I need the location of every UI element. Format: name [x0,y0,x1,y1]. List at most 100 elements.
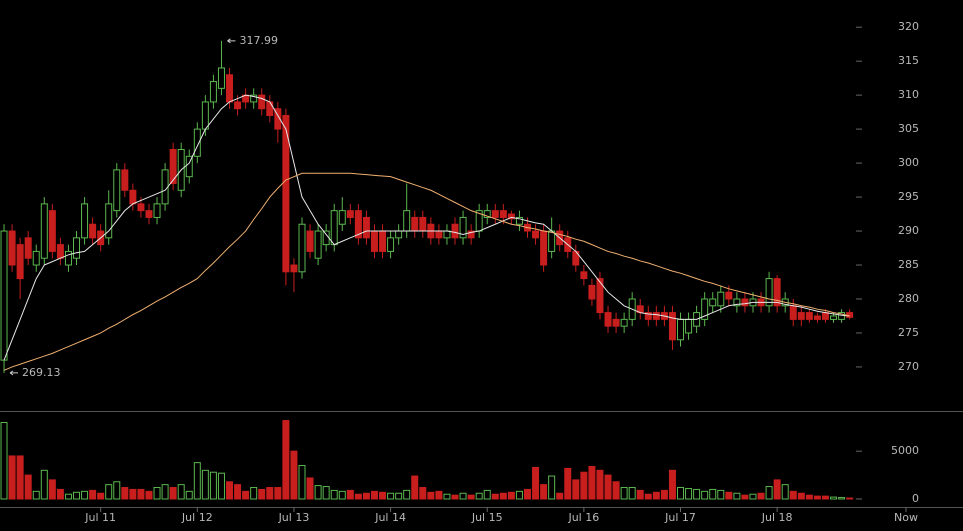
candle-body [596,278,604,314]
y-tick-label: 320 [898,20,919,33]
volume-bar [354,493,362,500]
volume-bar [16,455,24,500]
candle-body [830,315,838,320]
candle-body [185,155,193,178]
candle-body [652,312,660,320]
volume-bar [64,493,72,500]
candle-body [129,189,137,205]
volume-bar [274,487,282,500]
volume-bar [403,489,411,500]
x-tick-label: Jul 12 [181,511,213,524]
x-tick-label: Jul 16 [567,511,599,524]
volume-bar [491,493,499,500]
volume-bar [499,492,507,500]
volume-bar [435,490,443,500]
candle-body [419,216,427,232]
candle-body [701,298,709,320]
candle-body [290,264,298,273]
volume-bar [306,477,314,500]
volume-bar [475,492,483,500]
volume-bar [346,489,354,500]
candle-body [789,305,797,320]
candle-body [765,278,773,307]
candle-body [330,210,338,246]
candle-body [467,230,475,239]
volume-bar [515,490,523,500]
candle-body [797,312,805,320]
y-tick-label: 310 [898,88,919,101]
x-tick-label: Jul 17 [664,511,696,524]
volume-tick-label: 0 [912,492,919,505]
x-tick-label: Jul 15 [471,511,503,524]
annotation-arrow [9,370,19,376]
candle-body [685,318,693,334]
volume-bar [507,491,515,500]
candle-body [612,318,620,327]
candle-body [201,101,209,130]
volume-bar [56,488,64,500]
volume-bar [685,487,693,500]
candle-body [717,291,725,307]
volume-bar [677,487,685,500]
volume-bar [8,455,16,500]
candle-body [298,223,306,273]
volume-bar [258,488,266,500]
candle-body [169,148,177,184]
volume-bar [322,486,330,500]
volume-bar [628,487,636,500]
volume-bar [145,490,153,500]
candle-body [217,67,225,89]
candle-body [515,216,523,225]
x-tick-label: Jul 14 [374,511,406,524]
volume-bar [813,495,821,500]
y-tick-label: 300 [898,156,919,169]
volume-bar [0,421,8,500]
volume-bar [290,450,298,500]
volume-bar [483,489,491,500]
volume-bar [588,465,596,500]
volume-bar [330,489,338,500]
candle-body [73,237,81,259]
volume-bar [298,465,306,500]
volume-bar [379,491,387,500]
annotation-label: 269.13 [22,366,61,379]
candle-body [193,128,201,157]
candle-body [813,315,821,320]
volume-bar [741,494,749,500]
candle-body [604,312,612,327]
volume-bar [242,490,250,500]
candle-body [121,169,129,191]
volume-bar [427,491,435,500]
volume-bar [773,479,781,500]
volume-bar [137,488,145,500]
candle-body [370,230,378,252]
volume-tick-label: 5000 [891,444,919,457]
candle-body [733,298,741,307]
volume-bar [596,469,604,500]
volume-bar [97,492,105,500]
volume-bar [338,490,346,500]
candle-body [0,230,8,361]
y-tick-label: 285 [898,258,919,271]
volume-bar [459,492,467,500]
candle-body [105,203,113,239]
y-tick-label: 280 [898,292,919,305]
volume-bar [781,484,789,500]
candle-body [250,94,258,103]
volume-bar [177,484,185,500]
candle-body [379,230,387,252]
candle-body [580,271,588,280]
candle-body [153,203,161,218]
candle-body [24,237,32,259]
volume-bar [846,497,854,500]
candle-body [451,223,459,239]
volume-bar [32,490,40,500]
volume-bar [789,490,797,500]
candle-body [443,230,451,239]
candle-body [64,250,72,266]
candle-body [306,230,314,252]
volume-bar [89,489,97,500]
candle-body [354,210,362,239]
